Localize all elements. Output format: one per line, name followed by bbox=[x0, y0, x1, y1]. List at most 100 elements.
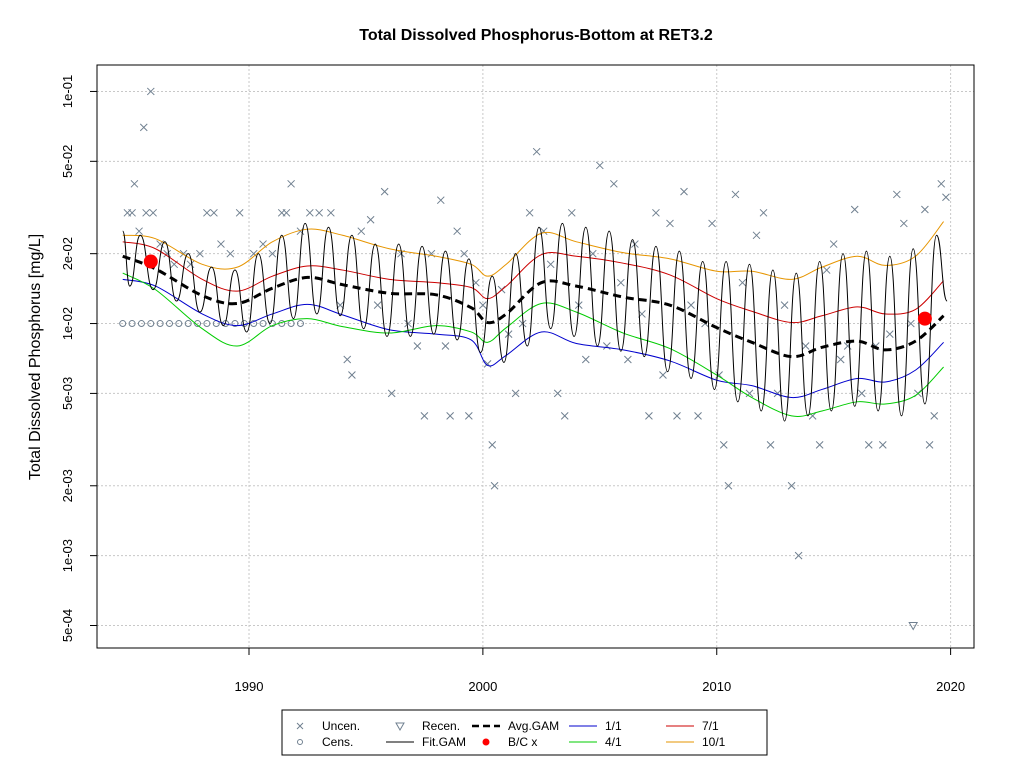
y-axis: 1e-01 5e-02 2e-02 1e-02 5e-03 2e-03 1e-03 5e-04 bbox=[60, 75, 98, 642]
uncensored-point bbox=[885, 330, 894, 339]
series-line-11 bbox=[122, 278, 944, 399]
x-axis: 1990 2000 2010 2020 bbox=[235, 647, 965, 694]
uncensored-point bbox=[624, 355, 632, 364]
y-tick-label: 5e-03 bbox=[60, 377, 75, 410]
censored-point bbox=[250, 320, 258, 328]
uncensored-point bbox=[142, 208, 150, 217]
uncensored-point bbox=[546, 260, 555, 269]
uncensored-point bbox=[343, 355, 352, 364]
uncensored-point bbox=[327, 208, 335, 217]
uncensored-point bbox=[357, 227, 366, 236]
uncensored-point bbox=[899, 219, 908, 228]
uncensored-point bbox=[446, 412, 454, 420]
uncensored-point bbox=[680, 187, 688, 196]
uncensored-point bbox=[268, 249, 277, 258]
uncensored-point bbox=[694, 412, 702, 420]
censored-point bbox=[194, 320, 202, 328]
uncensored-point bbox=[203, 208, 211, 217]
uncensored-point bbox=[766, 441, 775, 449]
x-tick-label: 1990 bbox=[235, 679, 264, 694]
censored-point bbox=[128, 320, 136, 328]
censored-point bbox=[231, 320, 239, 328]
legend-label: Avg.GAM bbox=[508, 719, 559, 733]
uncensored-point bbox=[673, 412, 681, 420]
uncensored-point bbox=[822, 266, 831, 274]
censored-point bbox=[259, 320, 267, 328]
y-axis-label: Total Dissolved Phosphorus [mg/L] bbox=[27, 234, 44, 480]
legend-label: Recen. bbox=[422, 719, 460, 733]
data-layer bbox=[119, 87, 950, 631]
y-tick-label: 2e-02 bbox=[60, 237, 75, 270]
uncensored-point bbox=[773, 389, 782, 398]
uncensored-point bbox=[380, 187, 389, 196]
uncensored-point bbox=[139, 123, 148, 132]
legend-symbol bbox=[482, 738, 490, 746]
legend-label: 1/1 bbox=[605, 719, 622, 733]
uncensored-point bbox=[479, 301, 487, 310]
uncensored-point bbox=[942, 193, 950, 202]
legend-label: B/C x bbox=[508, 735, 537, 749]
uncensored-point bbox=[595, 161, 604, 170]
uncensored-point bbox=[226, 249, 235, 258]
y-tick-label: 1e-03 bbox=[60, 539, 75, 572]
uncensored-point bbox=[801, 342, 810, 350]
legend-label: Fit.GAM bbox=[422, 735, 466, 749]
uncensored-point bbox=[488, 441, 497, 449]
uncensored-point bbox=[348, 371, 356, 379]
uncensored-point bbox=[441, 342, 450, 350]
uncensored-point bbox=[708, 219, 716, 228]
bc-point bbox=[143, 254, 158, 269]
uncensored-point bbox=[731, 190, 740, 199]
uncensored-point bbox=[719, 441, 728, 449]
uncensored-point bbox=[305, 208, 314, 217]
legend-symbol bbox=[395, 722, 405, 732]
uncensored-point bbox=[581, 355, 590, 364]
x-tick-label: 2010 bbox=[702, 679, 731, 694]
uncensored-point bbox=[560, 412, 569, 420]
uncensored-point bbox=[249, 249, 258, 258]
uncensored-point bbox=[780, 301, 789, 310]
uncensored-point bbox=[759, 208, 768, 217]
bc-point bbox=[917, 311, 932, 326]
uncensored-point bbox=[724, 481, 733, 490]
legend-symbol bbox=[297, 739, 303, 745]
series-line-101 bbox=[122, 221, 944, 280]
uncensored-point bbox=[687, 301, 695, 310]
censored-point bbox=[119, 320, 127, 328]
uncensored-point bbox=[609, 179, 618, 188]
series-line-fitgam bbox=[122, 222, 948, 422]
legend: Uncen. Cens. Recen. Fit.GAM Avg.GAM B/C x 1/1 4… bbox=[281, 709, 768, 756]
uncensored-point bbox=[436, 196, 445, 205]
x-tick-label: 2020 bbox=[936, 679, 965, 694]
uncensored-point bbox=[149, 208, 157, 217]
uncensored-point bbox=[567, 208, 576, 217]
y-tick-label: 2e-03 bbox=[60, 469, 75, 502]
uncensored-point bbox=[553, 389, 562, 398]
uncensored-point bbox=[315, 208, 324, 217]
grid bbox=[97, 65, 974, 648]
uncensored-point bbox=[135, 227, 143, 236]
y-tick-label: 5e-04 bbox=[60, 609, 75, 642]
uncensored-point bbox=[387, 389, 396, 398]
uncensored-point bbox=[631, 240, 639, 248]
uncensored-point bbox=[210, 208, 218, 217]
uncensored-point bbox=[287, 179, 295, 188]
legend-label: 10/1 bbox=[702, 735, 726, 749]
censored-point bbox=[203, 320, 211, 328]
uncensored-point bbox=[752, 231, 761, 240]
uncensored-point bbox=[617, 278, 625, 287]
censored-point bbox=[137, 320, 145, 328]
uncensored-point bbox=[930, 412, 939, 420]
uncensored-point bbox=[511, 389, 520, 398]
uncensored-point bbox=[850, 205, 859, 214]
uncensored-point bbox=[235, 208, 244, 217]
censored-point bbox=[147, 320, 155, 328]
uncensored-point bbox=[404, 319, 412, 328]
uncensored-point bbox=[420, 412, 429, 420]
uncensored-point bbox=[815, 441, 824, 449]
uncensored-point bbox=[373, 301, 382, 310]
uncensored-point bbox=[525, 208, 534, 217]
chart-title: Total Dissolved Phosphorus-Bottom at RET… bbox=[359, 27, 713, 44]
uncensored-point bbox=[745, 389, 754, 398]
